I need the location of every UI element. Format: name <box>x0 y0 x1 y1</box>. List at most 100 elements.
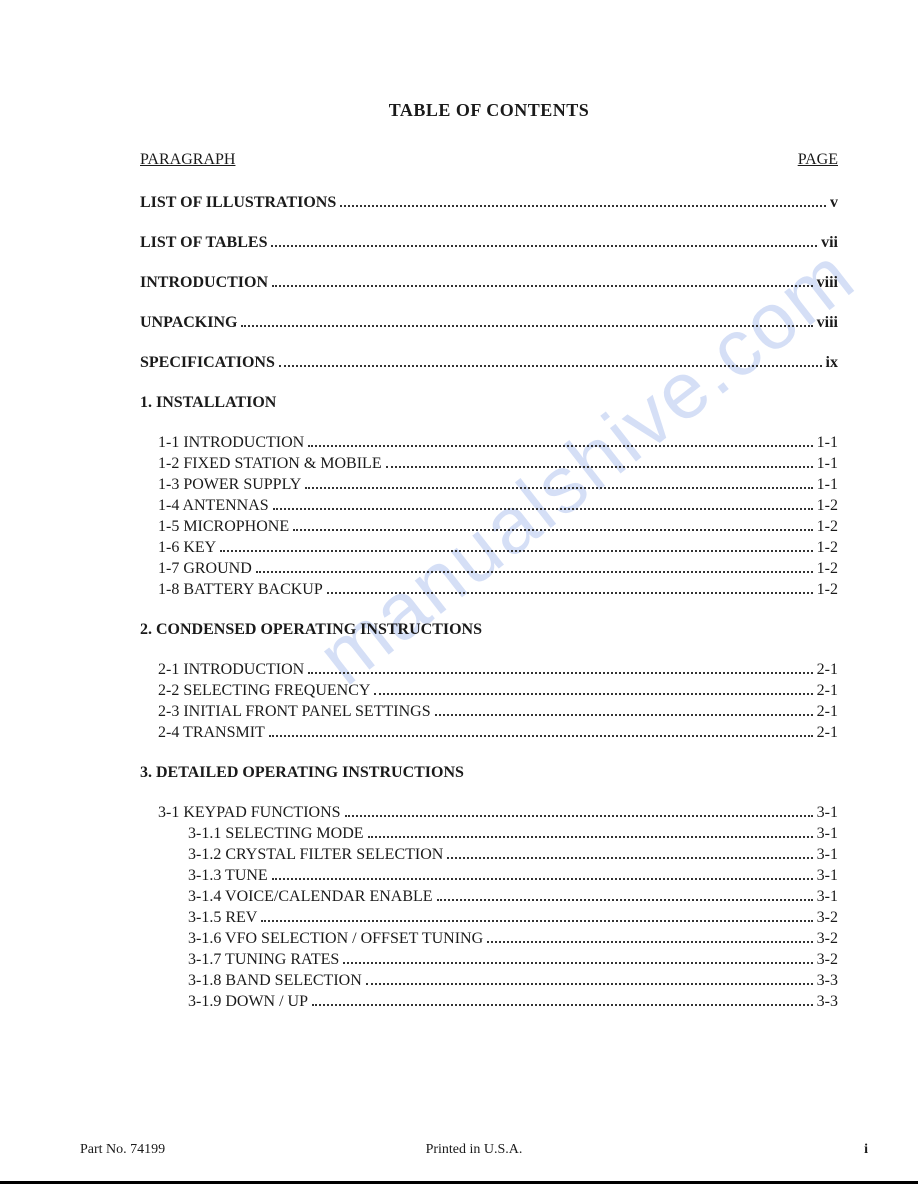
leader-dots <box>272 285 813 287</box>
toc-subentry: 3-1.2 CRYSTAL FILTER SELECTION 3-1 <box>188 846 838 864</box>
toc-label: LIST OF ILLUSTRATIONS <box>140 194 336 212</box>
header-page: PAGE <box>798 151 838 169</box>
toc-page: 3-1 <box>817 804 838 822</box>
toc-label: SPECIFICATIONS <box>140 354 275 372</box>
toc-subentry: 3-1.5 REV 3-2 <box>188 909 838 927</box>
footer-part-no: Part No. 74199 <box>80 1142 165 1158</box>
leader-dots <box>308 445 812 447</box>
toc-entry: 1-4 ANTENNAS 1-2 <box>158 497 838 515</box>
toc-label: INTRODUCTION <box>140 274 268 292</box>
leader-dots <box>487 941 813 943</box>
section-heading: 1. INSTALLATION <box>140 394 838 412</box>
leader-dots <box>241 325 812 327</box>
toc-subentry: 3-1.8 BAND SELECTION 3-3 <box>188 972 838 990</box>
toc-entry: 1-7 GROUND 1-2 <box>158 560 838 578</box>
toc-entry: LIST OF ILLUSTRATIONS v <box>140 194 838 212</box>
leader-dots <box>368 836 813 838</box>
toc-label: 2-4 TRANSMIT <box>158 724 265 742</box>
sections-list: 1. INSTALLATION1-1 INTRODUCTION1-11-2 FI… <box>140 394 838 1011</box>
toc-label: 3-1.8 BAND SELECTION <box>188 972 362 990</box>
toc-entry: 1-2 FIXED STATION & MOBILE 1-1 <box>158 455 838 473</box>
toc-page: 3-2 <box>817 930 838 948</box>
toc-page: ix <box>826 354 838 372</box>
toc-page: 3-3 <box>817 993 838 1011</box>
toc-label: 3-1.7 TUNING RATES <box>188 951 339 969</box>
leader-dots <box>312 1004 813 1006</box>
toc-entry: INTRODUCTION viii <box>140 274 838 292</box>
toc-page: 3-1 <box>817 888 838 906</box>
toc-page: 1-1 <box>817 455 838 473</box>
leader-dots <box>327 592 813 594</box>
leader-dots <box>279 365 822 367</box>
toc-entry: 3-1 KEYPAD FUNCTIONS3-1 <box>158 804 838 822</box>
toc-label: 1-4 ANTENNAS <box>158 497 269 515</box>
page-title: TABLE OF CONTENTS <box>140 100 838 121</box>
leader-dots <box>220 550 812 552</box>
section-heading: 3. DETAILED OPERATING INSTRUCTIONS <box>140 764 838 782</box>
toc-page: vii <box>821 234 838 252</box>
leader-dots <box>437 899 813 901</box>
toc-label: 1-7 GROUND <box>158 560 252 578</box>
toc-label: 3-1.1 SELECTING MODE <box>188 825 364 843</box>
toc-subentry: 3-1.9 DOWN / UP3-3 <box>188 993 838 1011</box>
footer-printed: Printed in U.S.A. <box>426 1142 523 1158</box>
toc-entry: 1-8 BATTERY BACKUP1-2 <box>158 581 838 599</box>
footer: Part No. 74199 Printed in U.S.A. i <box>80 1142 868 1158</box>
toc-subentry: 3-1.3 TUNE3-1 <box>188 867 838 885</box>
toc-label: 3-1.3 TUNE <box>188 867 268 885</box>
toc-page: 2-1 <box>817 661 838 679</box>
leader-dots <box>343 962 812 964</box>
column-headers: PARAGRAPH PAGE <box>140 151 838 169</box>
section-heading: 2. CONDENSED OPERATING INSTRUCTIONS <box>140 621 838 639</box>
toc-label: 1-3 POWER SUPPLY <box>158 476 301 494</box>
toc-page: viii <box>817 274 838 292</box>
toc-label: LIST OF TABLES <box>140 234 267 252</box>
leader-dots <box>271 245 817 247</box>
toc-entry: LIST OF TABLES vii <box>140 234 838 252</box>
toc-label: 3-1.4 VOICE/CALENDAR ENABLE <box>188 888 433 906</box>
toc-label: 1-5 MICROPHONE <box>158 518 289 536</box>
header-paragraph: PARAGRAPH <box>140 151 235 169</box>
toc-page: viii <box>817 314 838 332</box>
front-matter-list: LIST OF ILLUSTRATIONS v LIST OF TABLES vii I… <box>140 194 838 372</box>
toc-entry: SPECIFICATIONS ix <box>140 354 838 372</box>
toc-label: 1-1 INTRODUCTION <box>158 434 304 452</box>
toc-entry: 2-4 TRANSMIT 2-1 <box>158 724 838 742</box>
toc-label: UNPACKING <box>140 314 237 332</box>
toc-page: 2-1 <box>817 682 838 700</box>
toc-label: 1-6 KEY <box>158 539 216 557</box>
toc-page: 3-2 <box>817 909 838 927</box>
leader-dots <box>345 815 813 817</box>
toc-label: 3-1.5 REV <box>188 909 257 927</box>
toc-page: 3-1 <box>817 846 838 864</box>
toc-page: 2-1 <box>817 724 838 742</box>
toc-page: 1-1 <box>817 434 838 452</box>
toc-page: 3-3 <box>817 972 838 990</box>
toc-section: 3. DETAILED OPERATING INSTRUCTIONS 3-1 KE… <box>140 764 838 1011</box>
toc-label: 2-3 INITIAL FRONT PANEL SETTINGS <box>158 703 431 721</box>
page: manualshive.com TABLE OF CONTENTS PARAGR… <box>0 0 918 1188</box>
toc-page: v <box>830 194 838 212</box>
leader-dots <box>293 529 813 531</box>
toc-page: 1-2 <box>817 539 838 557</box>
toc-label: 1-2 FIXED STATION & MOBILE <box>158 455 382 473</box>
leader-dots <box>269 735 813 737</box>
toc-entry: UNPACKING viii <box>140 314 838 332</box>
toc-subentry: 3-1.7 TUNING RATES 3-2 <box>188 951 838 969</box>
toc-entry: 1-5 MICROPHONE 1-2 <box>158 518 838 536</box>
content-area: TABLE OF CONTENTS PARAGRAPH PAGE LIST OF… <box>140 100 838 1011</box>
toc-page: 1-2 <box>817 560 838 578</box>
toc-page: 3-2 <box>817 951 838 969</box>
leader-dots <box>386 466 813 468</box>
leader-dots <box>366 983 813 985</box>
toc-section: 1. INSTALLATION1-1 INTRODUCTION1-11-2 FI… <box>140 394 838 599</box>
toc-subentry: 3-1.4 VOICE/CALENDAR ENABLE 3-1 <box>188 888 838 906</box>
toc-page: 1-2 <box>817 497 838 515</box>
toc-entry: 1-6 KEY 1-2 <box>158 539 838 557</box>
leader-dots <box>308 672 812 674</box>
toc-entry: 1-1 INTRODUCTION 1-1 <box>158 434 838 452</box>
toc-page: 1-2 <box>817 518 838 536</box>
toc-page: 1-2 <box>817 581 838 599</box>
footer-page-no: i <box>864 1142 868 1158</box>
toc-label: 3-1.2 CRYSTAL FILTER SELECTION <box>188 846 443 864</box>
